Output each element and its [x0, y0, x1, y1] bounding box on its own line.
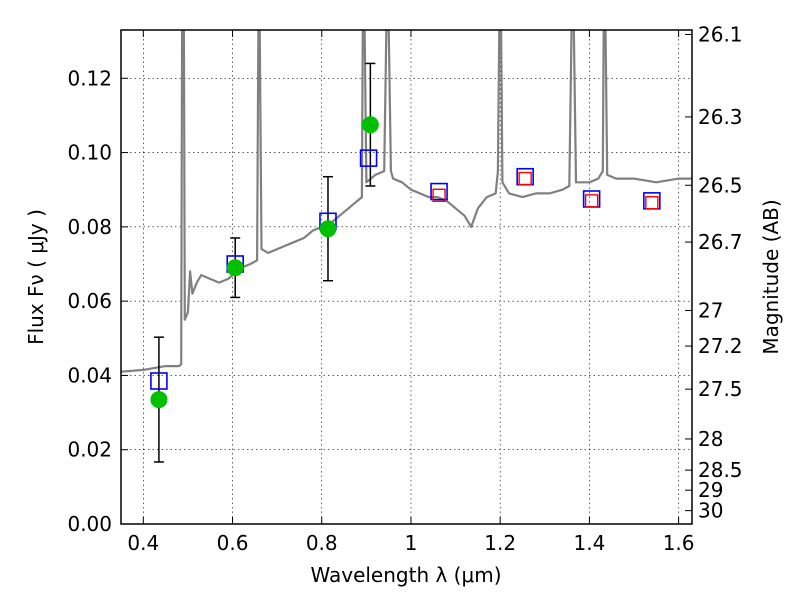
right-tick-label: 28.5: [698, 458, 743, 482]
right-tick-label: 26.1: [698, 22, 743, 46]
plot-background: [121, 30, 692, 524]
ticks-layer: 0.4 0.6 0.8 1 1.2 1.4 1.6 0.00 0.02 0.04 0.06 0.08 0…: [67, 22, 742, 555]
plot-frame: [120, 29, 693, 525]
right-tick-label: 30: [698, 499, 723, 523]
y-tick-label: 0.12: [67, 66, 112, 90]
measured-point: [361, 116, 379, 134]
right-tick-label: 27: [698, 298, 723, 322]
x-tick-label: 1.2: [484, 531, 516, 555]
y-tick-label: 0.04: [67, 363, 112, 387]
x-tick-label: 1.4: [573, 531, 605, 555]
right-tick-label: 28: [698, 427, 723, 451]
right-axis-label: Magnitude (AB): [759, 199, 783, 354]
upper-limit-point: [432, 188, 446, 202]
upper-limit-point: [518, 171, 532, 186]
y-tick-label: 0.08: [67, 215, 112, 239]
spectrum-line: [121, 30, 692, 373]
measured-point: [226, 259, 244, 277]
y-tick-label: 0.10: [67, 141, 112, 165]
y-tick-label: 0.00: [67, 512, 112, 536]
y-axis-label: Flux Fν ( μJy ): [24, 209, 48, 345]
right-tick-label: 29: [698, 478, 723, 502]
x-tick-label: 1.6: [663, 531, 695, 555]
y-tick-label: 0.02: [67, 438, 112, 462]
upper-limit-point: [645, 196, 659, 210]
right-tick-label: 26.3: [698, 105, 743, 129]
model-point: [150, 372, 168, 390]
measured-point: [319, 220, 337, 238]
x-tick-label: 1: [405, 531, 418, 555]
x-tick-label: 0.4: [127, 531, 159, 555]
x-tick-label: 0.8: [306, 531, 338, 555]
model-point: [359, 149, 378, 167]
x-tick-label: 0.6: [217, 531, 249, 555]
measured-point: [150, 391, 168, 409]
model-point: [430, 182, 448, 201]
upper-limit-point: [584, 194, 599, 208]
right-tick-label: 26.5: [698, 173, 743, 197]
y-tick-label: 0.06: [67, 289, 112, 313]
right-tick-label: 27.2: [698, 334, 743, 358]
data-layer: [121, 30, 692, 463]
right-tick-label: 27.5: [698, 377, 743, 401]
right-tick-label: 26.7: [698, 230, 743, 254]
x-axis-label: Wavelength λ (μm): [310, 563, 501, 587]
